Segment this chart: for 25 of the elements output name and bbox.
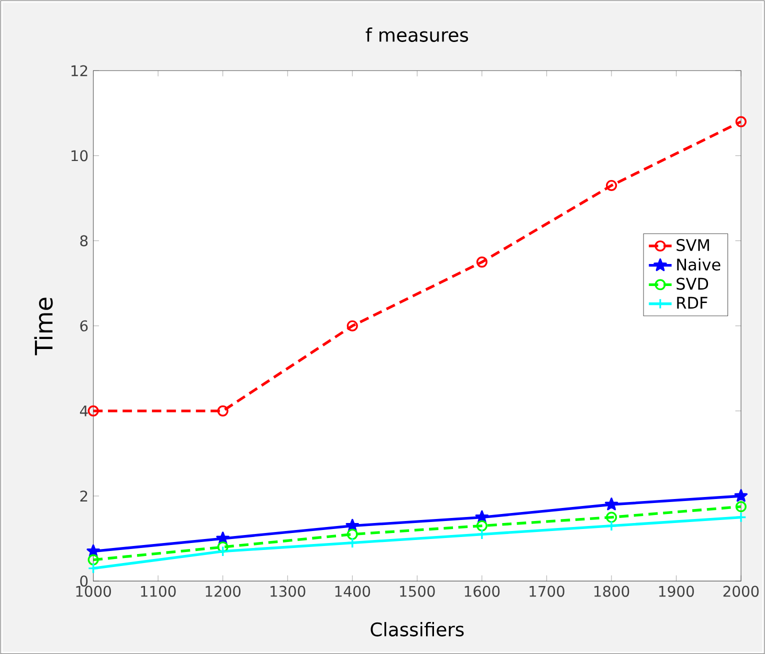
chart-title: f measures [366, 27, 468, 42]
x-tick-label: 1300 [270, 586, 306, 597]
x-tick-label: 1600 [464, 586, 500, 597]
y-tick-label: 4 [80, 405, 88, 416]
legend-label: SVD [676, 278, 708, 290]
x-tick-label: 1800 [594, 586, 630, 597]
x-tick-label: 1700 [530, 586, 564, 597]
x-tick-label: 1000 [76, 586, 111, 597]
y-tick-label: 8 [80, 235, 88, 246]
y-tick-label: 6 [80, 320, 88, 332]
x-tick-label: 1900 [659, 586, 694, 597]
x-axis-title: Classifiers [370, 622, 464, 636]
y-tick-label: 10 [72, 150, 88, 162]
legend-label: RDF [677, 296, 708, 308]
x-tick-label: 2000 [723, 586, 759, 597]
y-tick-label: 0 [80, 575, 88, 586]
x-tick-label: 1400 [335, 586, 370, 597]
x-tick-label: 1500 [400, 586, 435, 597]
y-tick-label: 2 [80, 490, 88, 502]
x-tick-label: 1100 [141, 586, 176, 597]
x-tick-label: 1200 [206, 586, 240, 597]
legend-label: Naive [677, 258, 720, 270]
legend-label: SVM [676, 238, 709, 251]
y-tick-label: 12 [72, 65, 88, 76]
y-axis-title: Time [34, 298, 53, 356]
